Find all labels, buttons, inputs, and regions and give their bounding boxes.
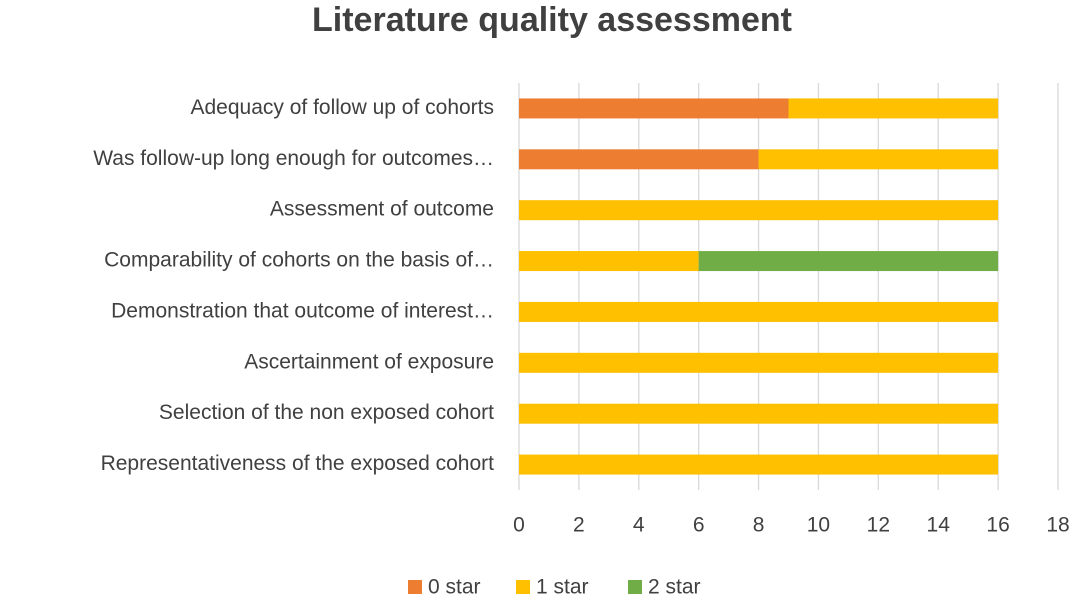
bar-segment: [519, 454, 999, 475]
bar-segment: [519, 98, 789, 119]
bar-segment: [519, 251, 699, 272]
x-tick-label: 4: [633, 514, 645, 537]
x-tick-label: 0: [513, 514, 525, 537]
legend-swatch: [628, 580, 642, 594]
x-tick-label: 8: [753, 514, 765, 537]
x-tick-label: 18: [1046, 514, 1069, 537]
y-tick-label: Comparability of cohorts on the basis of…: [104, 249, 494, 272]
y-tick-label: Ascertainment of exposure: [244, 350, 494, 373]
bar-segment: [519, 403, 999, 424]
bar-segment: [698, 251, 999, 272]
x-tick-label: 12: [867, 514, 890, 537]
bar-segment: [788, 98, 999, 119]
y-tick-label: Demonstration that outcome of interest…: [111, 299, 494, 322]
y-tick-label: Assessment of outcome: [270, 198, 494, 221]
legend-label: 2 star: [648, 576, 701, 599]
legend-label: 1 star: [536, 576, 589, 599]
bar-segment: [519, 149, 759, 170]
y-tick-label: Adequacy of follow up of cohorts: [190, 96, 494, 119]
legend-swatch: [516, 580, 530, 594]
x-tick-label: 14: [927, 514, 951, 537]
bar-segment: [519, 200, 999, 221]
y-tick-label: Selection of the non exposed cohort: [159, 401, 494, 424]
x-tick-label: 10: [807, 514, 830, 537]
chart-title: Literature quality assessment: [312, 1, 792, 39]
bar-segment: [519, 301, 999, 322]
y-tick-label: Representativeness of the exposed cohort: [101, 452, 495, 475]
legend-label: 0 star: [428, 576, 481, 599]
y-tick-label: Was follow-up long enough for outcomes…: [93, 147, 494, 170]
bar-segment: [758, 149, 999, 170]
legend-swatch: [408, 580, 422, 594]
x-tick-label: 16: [986, 514, 1009, 537]
x-tick-label: 6: [693, 514, 705, 537]
x-tick-label: 2: [573, 514, 585, 537]
bar-segment: [519, 352, 999, 373]
